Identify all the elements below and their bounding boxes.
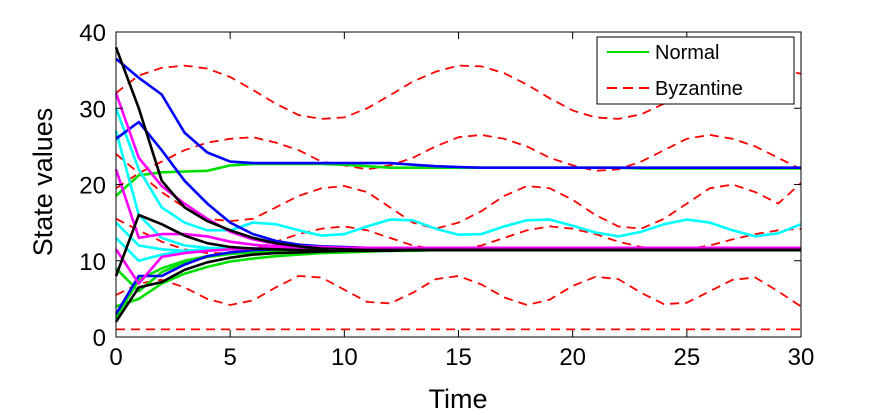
axes-layer: 0 5 10 15 20 25 30 0 10 20 30 40 [79, 20, 814, 371]
series-line-normal-14 [114, 246, 801, 285]
x-axis-title: Time [429, 384, 488, 414]
y-tick-label: 30 [79, 96, 106, 123]
legend: Normal Byzantine [596, 36, 795, 105]
y-tick-label: 20 [79, 173, 106, 200]
x-tick-label: 0 [109, 344, 122, 371]
series-layer [114, 46, 802, 331]
y-tick-label: 10 [79, 249, 106, 276]
y-axis-title: State values [28, 108, 58, 257]
y-tick-label: 0 [93, 325, 106, 352]
legend-box [596, 36, 795, 105]
x-tick-label: 25 [673, 344, 700, 371]
legend-label-byzantine: Byzantine [655, 78, 743, 100]
x-tick-label: 30 [788, 344, 815, 371]
series-line-byzantine-5 [115, 275, 802, 308]
x-tick-label: 5 [223, 344, 236, 371]
y-tick-label: 40 [79, 20, 106, 47]
x-tick-label: 15 [445, 344, 472, 371]
series-line-normal-17 [114, 248, 801, 323]
series-line-normal-9 [115, 57, 801, 169]
series-line-byzantine-2 [115, 133, 802, 190]
x-tick-label: 20 [559, 344, 586, 371]
legend-label-normal: Normal [655, 42, 719, 64]
x-tick-label: 10 [331, 344, 358, 371]
